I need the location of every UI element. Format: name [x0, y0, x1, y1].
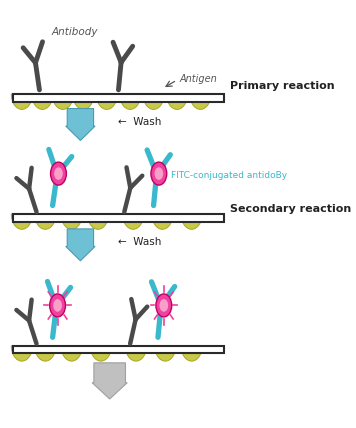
Text: Secondary reaction: Secondary reaction	[230, 204, 351, 214]
Wedge shape	[61, 214, 82, 229]
Circle shape	[155, 167, 163, 180]
Wedge shape	[90, 346, 111, 361]
Wedge shape	[143, 94, 164, 110]
Circle shape	[54, 167, 63, 180]
Wedge shape	[88, 214, 109, 229]
Circle shape	[151, 162, 167, 185]
Wedge shape	[155, 346, 176, 361]
Wedge shape	[11, 214, 32, 229]
Polygon shape	[66, 229, 95, 261]
Wedge shape	[181, 346, 202, 361]
Text: Primary reaction: Primary reaction	[230, 80, 334, 91]
Bar	[13, 214, 224, 222]
Wedge shape	[11, 346, 32, 361]
Polygon shape	[92, 363, 127, 399]
Circle shape	[50, 294, 66, 317]
Text: Antigen: Antigen	[180, 74, 218, 84]
Bar	[13, 346, 224, 354]
Wedge shape	[35, 214, 56, 229]
Wedge shape	[152, 214, 173, 229]
Text: ←  Wash: ← Wash	[119, 117, 162, 127]
Polygon shape	[66, 109, 95, 140]
Wedge shape	[11, 94, 32, 110]
Circle shape	[156, 294, 172, 317]
Wedge shape	[190, 94, 211, 110]
Bar	[13, 94, 224, 102]
Circle shape	[159, 299, 168, 312]
Wedge shape	[181, 214, 202, 229]
Wedge shape	[35, 346, 56, 361]
Text: FITC-conjugated antidoBy: FITC-conjugated antidoBy	[171, 171, 287, 180]
Wedge shape	[32, 94, 53, 110]
Text: Antibody: Antibody	[51, 27, 98, 37]
Circle shape	[53, 299, 62, 312]
Circle shape	[51, 162, 66, 185]
Wedge shape	[73, 94, 94, 110]
Wedge shape	[96, 94, 117, 110]
Text: ←  Wash: ← Wash	[119, 237, 162, 247]
Wedge shape	[125, 346, 147, 361]
Wedge shape	[167, 94, 188, 110]
Wedge shape	[122, 214, 143, 229]
Wedge shape	[61, 346, 82, 361]
Wedge shape	[52, 94, 73, 110]
Wedge shape	[120, 94, 141, 110]
